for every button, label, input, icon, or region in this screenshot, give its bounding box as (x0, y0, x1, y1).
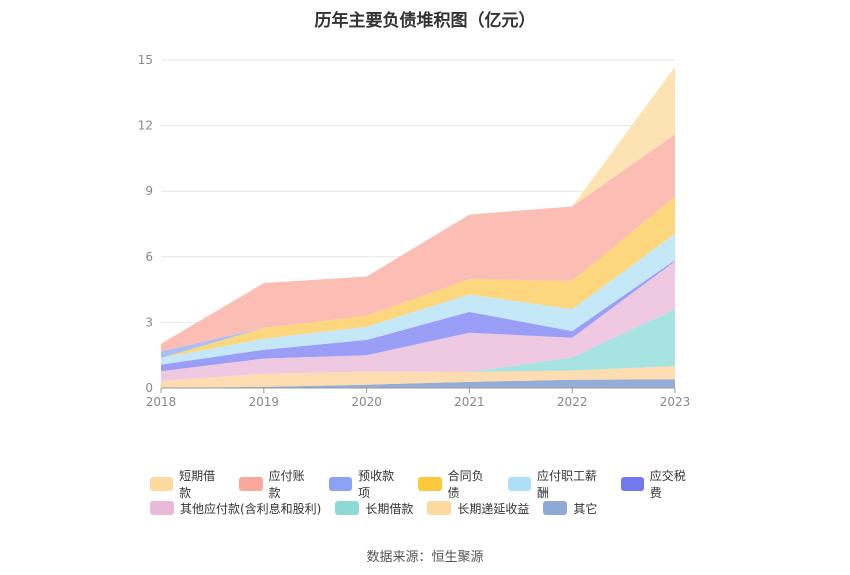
data-source-note: 数据来源：恒生聚源 (366, 550, 484, 565)
legend-label: 应交税费 (649, 469, 686, 500)
chart-title: 历年主要负债堆积图（亿元） (314, 11, 536, 31)
legend-label: 预收款项 (358, 469, 395, 500)
legend-swatch (507, 477, 532, 491)
legend-item[interactable]: 应付职工薪酬 (507, 467, 607, 501)
legend-label: 应付职工薪酬 (537, 469, 598, 500)
legend-swatch (328, 477, 353, 491)
legend-label: 长期递延收益 (457, 501, 530, 516)
legend-item[interactable]: 应付账款 (239, 467, 314, 501)
legend-swatch (150, 477, 174, 491)
y-tick-label: 6 (145, 250, 153, 264)
legend-swatch (239, 477, 263, 491)
y-tick-label: 0 (145, 381, 153, 395)
legend-item[interactable]: 长期递延收益 (427, 500, 529, 517)
legend-swatch (620, 477, 644, 491)
area-series (161, 309, 675, 381)
stacked-area-chart: 0 3 6 9 12 15 2018 2019 2020 2021 2022 2023 (138, 53, 691, 409)
legend-item[interactable]: 其他应付款(含利息和股利) (150, 500, 321, 517)
area-series (161, 134, 675, 352)
legend-label: 长期借款 (365, 501, 414, 516)
area-series (161, 233, 675, 365)
x-tick-label: 2020 (351, 395, 382, 409)
area-series (161, 260, 675, 372)
legend-item[interactable]: 短期借款 (150, 467, 225, 501)
y-tick-label: 15 (138, 53, 153, 67)
legend-label: 短期借款 (179, 469, 216, 500)
axes: 0 3 6 9 12 15 2018 2019 2020 2021 2022 2023 (138, 53, 691, 409)
legend-item[interactable]: 预收款项 (328, 467, 404, 501)
x-tick-label: 2021 (454, 395, 485, 409)
legend-item[interactable]: 合同负债 (418, 467, 493, 501)
x-tick-label: 2023 (660, 395, 691, 409)
y-tick-label: 12 (138, 119, 153, 133)
area-series-group (161, 66, 675, 388)
legend-label: 其它 (573, 501, 598, 516)
x-tick-label: 2018 (146, 395, 177, 409)
legend-item[interactable]: 其它 (543, 500, 597, 517)
y-tick-label: 9 (145, 184, 153, 198)
legend-label: 应付账款 (268, 469, 305, 500)
legend-swatch (543, 501, 568, 515)
area-series (161, 366, 675, 388)
legend-label: 合同负债 (447, 469, 484, 500)
legend-swatch (427, 501, 452, 515)
area-series (161, 379, 675, 388)
legend-row: 其他应付款(含利息和股利) 长期借款 长期递延收益 其它 (150, 496, 710, 520)
legend-row: 短期借款 应付账款 预收款项 合同负债 应付职工薪酬 应交税费 (150, 469, 710, 500)
legend: 短期借款 应付账款 预收款项 合同负债 应付职工薪酬 应交税费 其他应付款(含利息和股利)… (150, 469, 710, 520)
legend-swatch (150, 501, 174, 515)
legend-swatch (418, 477, 442, 491)
legend-item[interactable]: 长期借款 (335, 500, 413, 517)
x-tick-label: 2022 (557, 395, 588, 409)
y-tick-label: 3 (145, 315, 153, 329)
area-series (161, 196, 675, 358)
legend-label: 其他应付款(含利息和股利) (180, 501, 322, 516)
x-tick-label: 2019 (249, 395, 280, 409)
legend-item[interactable]: 应交税费 (620, 467, 696, 501)
legend-swatch (335, 501, 360, 515)
area-series (161, 261, 675, 381)
